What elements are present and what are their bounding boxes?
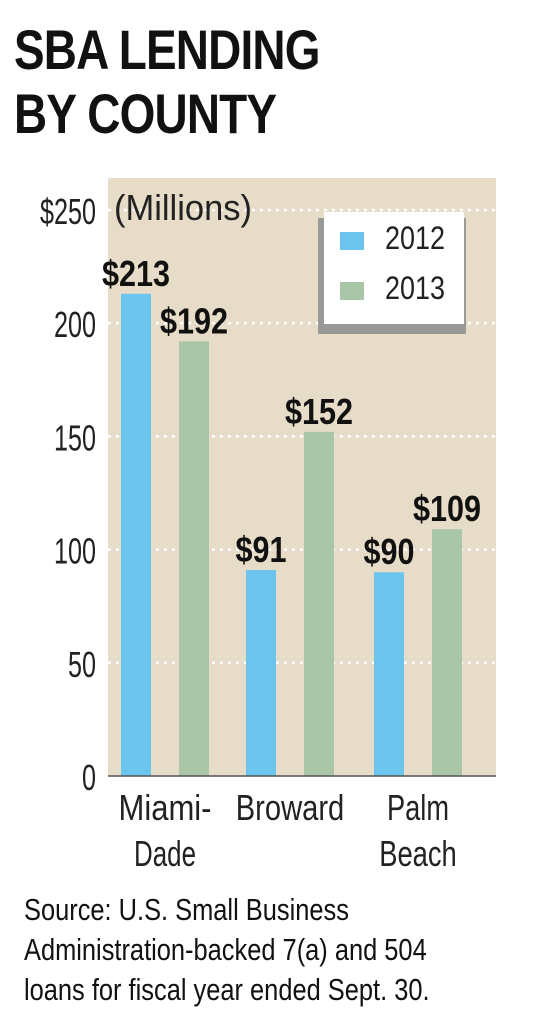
- gridlines: [108, 208, 496, 665]
- legend-label: 2012: [385, 220, 445, 256]
- unit-label: (Millions): [114, 187, 252, 228]
- y-axis-ticks: 0 50 100 150 200 $250: [40, 191, 96, 798]
- bar: [432, 529, 462, 776]
- source-line-3: loans for fiscal year ended Sept. 30.: [24, 972, 430, 1007]
- bar-chart: $213$192$91$152$90$109 050100150200$250 …: [40, 178, 496, 874]
- bar: [374, 572, 404, 776]
- legend-swatch: [340, 282, 364, 300]
- bar-value-label: $152: [285, 391, 353, 432]
- y-tick-label: 150: [54, 417, 96, 458]
- x-category-label: Dade: [134, 833, 196, 874]
- y-tick-label: 100: [54, 531, 96, 572]
- source-note: Source: U.S. Small Business Administrati…: [24, 890, 450, 1010]
- source-line-1: Source: U.S. Small Business: [24, 892, 349, 927]
- legend-box: [324, 212, 464, 324]
- title-line-2: BY COUNTY: [14, 82, 277, 145]
- x-category-label: Beach: [379, 833, 457, 874]
- y-tick-label: 50: [68, 644, 96, 685]
- bar-value-label: $213: [102, 253, 170, 294]
- bar-value-label: $192: [160, 300, 228, 341]
- x-category-label: Miami-: [119, 787, 212, 828]
- bar-value-label: $91: [236, 529, 287, 570]
- source-line-2: Administration-backed 7(a) and 504: [24, 932, 427, 967]
- legend-label: 2013: [385, 270, 445, 306]
- bar-value-label: $109: [413, 488, 481, 529]
- legend-swatch: [340, 232, 364, 250]
- x-category-label: Broward: [236, 787, 345, 828]
- x-axis-categories: Miami- Dade Broward Palm Beach: [119, 787, 457, 874]
- y-tick-label: $250: [40, 191, 96, 232]
- bar-value-label: $90: [364, 531, 415, 572]
- title-line-1: SBA LENDING: [14, 18, 320, 81]
- legend: 2012 2013: [318, 212, 466, 334]
- bar: [246, 569, 276, 776]
- bar: [304, 431, 334, 776]
- y-tick-label: 200: [54, 304, 96, 345]
- bar: [179, 341, 209, 776]
- y-tick-label: 0: [82, 757, 96, 798]
- chart-title: SBA LENDING BY COUNTY: [14, 18, 320, 146]
- x-category-label: Palm: [387, 787, 449, 828]
- bar: [121, 293, 151, 776]
- bars: [121, 293, 462, 776]
- bar-value-labels: $213 $192 $91 $152 $90$109: [102, 253, 481, 572]
